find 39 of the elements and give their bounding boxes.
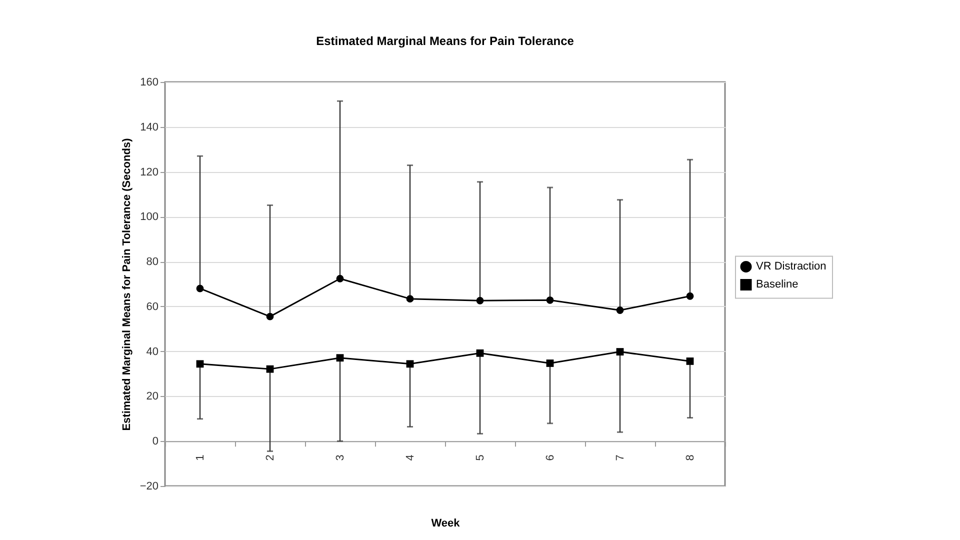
point: [476, 296, 484, 304]
point: [686, 358, 694, 365]
legend-label: Baseline: [756, 278, 798, 291]
y-tick-label: −20: [140, 480, 158, 492]
y-tick-label: 60: [146, 300, 158, 313]
point: [336, 354, 344, 362]
point: [686, 292, 694, 300]
x-tick-label: 1: [194, 454, 206, 461]
point: [266, 312, 274, 320]
point: [616, 348, 624, 356]
y-tick-label: 20: [146, 390, 158, 403]
legend-label: VR Distraction: [756, 260, 826, 273]
x-tick-label: 5: [474, 454, 486, 461]
point: [616, 306, 624, 314]
x-tick-label: 6: [544, 454, 556, 461]
x-tick-label: 8: [684, 454, 696, 461]
y-tick-label: 140: [140, 121, 158, 134]
point: [546, 360, 554, 367]
point: [196, 284, 204, 292]
point: [196, 360, 204, 368]
point: [406, 360, 414, 368]
x-tick-label: 4: [404, 454, 416, 461]
point: [266, 365, 274, 373]
point: [546, 296, 554, 304]
x-tick-label: 2: [264, 454, 276, 461]
x-axis-title: Week: [431, 517, 461, 530]
y-tick-label: 120: [140, 166, 158, 178]
y-axis-title: Estimated Marginal Means for Pain Tolerance (Seconds): [120, 138, 133, 431]
y-tick-label: 0: [152, 436, 158, 448]
chart-title: Estimated Marginal Means for Pain Tolerance: [316, 34, 574, 48]
point: [336, 274, 344, 282]
y-tick-label: 40: [146, 346, 158, 358]
point: [406, 295, 414, 303]
y-tick-label: 80: [146, 256, 158, 268]
point: [476, 349, 484, 357]
x-tick-label: 7: [614, 454, 626, 461]
y-tick-label: 160: [140, 76, 158, 88]
y-tick-label: 100: [140, 211, 158, 224]
x-tick-label: 3: [334, 454, 346, 461]
